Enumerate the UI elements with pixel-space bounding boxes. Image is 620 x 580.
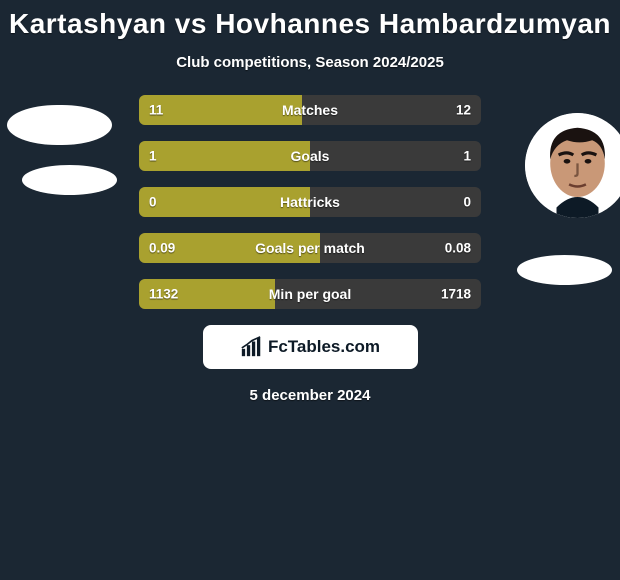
stat-label: Hattricks	[280, 194, 340, 210]
stat-row: 0.09 Goals per match 0.08	[139, 233, 481, 263]
stat-value-left: 1132	[149, 287, 178, 302]
stat-label: Min per goal	[269, 286, 351, 302]
face-icon	[525, 113, 620, 218]
stat-fill-left	[139, 95, 302, 125]
player-left-placeholder-1	[7, 105, 112, 145]
date-label: 5 december 2024	[0, 387, 620, 404]
player-right-placeholder	[517, 255, 612, 285]
stat-value-right: 12	[456, 103, 471, 118]
stats-container: 11 Matches 12 1 Goals 1 0 Hattricks 0 0.09 Goals p…	[139, 95, 481, 309]
stat-label: Goals	[291, 148, 330, 164]
stat-value-right: 0	[463, 195, 471, 210]
player-left-placeholder-2	[22, 165, 117, 195]
stat-row: 0 Hattricks 0	[139, 187, 481, 217]
stat-value-right: 1	[463, 149, 471, 164]
stat-label: Matches	[282, 102, 338, 118]
stat-row: 11 Matches 12	[139, 95, 481, 125]
stat-value-left: 0	[149, 195, 157, 210]
stat-row: 1 Goals 1	[139, 141, 481, 171]
stat-fill-left	[139, 141, 310, 171]
stat-row: 1132 Min per goal 1718	[139, 279, 481, 309]
stat-value-left: 1	[149, 149, 157, 164]
player-right-avatar	[525, 113, 620, 218]
chart-icon	[240, 336, 262, 358]
stat-value-right: 1718	[441, 287, 471, 302]
brand-badge: FcTables.com	[203, 325, 418, 369]
page-title: Kartashyan vs Hovhannes Hambardzumyan	[0, 0, 620, 40]
stat-value-left: 0.09	[149, 241, 175, 256]
stat-value-right: 0.08	[445, 241, 471, 256]
comparison-infographic: Kartashyan vs Hovhannes Hambardzumyan Cl…	[0, 0, 620, 580]
stat-label: Goals per match	[255, 240, 365, 256]
body-area: 11 Matches 12 1 Goals 1 0 Hattricks 0 0.09 Goals p…	[0, 95, 620, 404]
subtitle: Club competitions, Season 2024/2025	[0, 54, 620, 71]
brand-text: FcTables.com	[268, 337, 380, 357]
stat-value-left: 11	[149, 103, 163, 118]
